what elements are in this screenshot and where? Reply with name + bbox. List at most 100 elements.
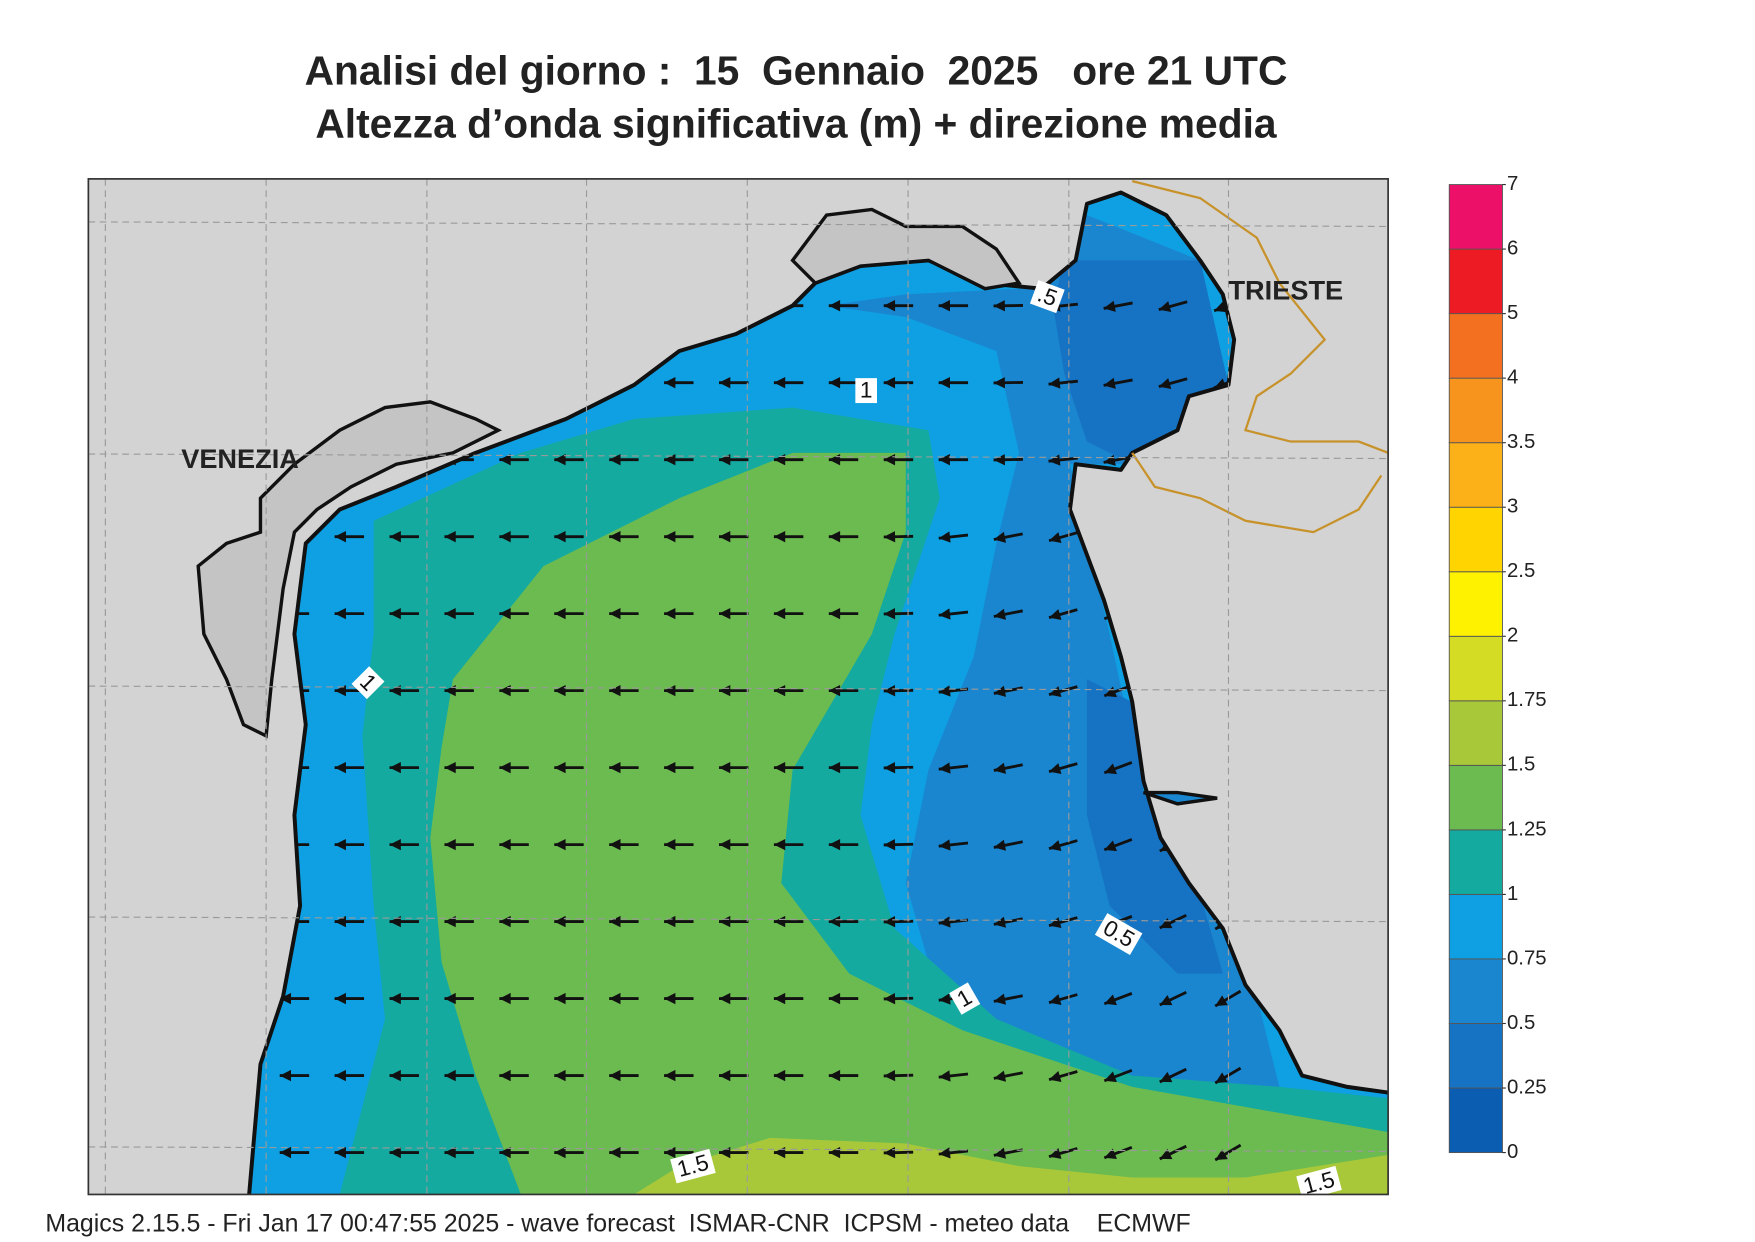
colorbar: 0 0.25 0.5 0.75 1 1.25 1.5 1.75 2 2.5 3 3.5 4 5 6 7 [1448,173,1547,1163]
arrow [828,607,859,620]
colorbar-label: 0.75 [1507,947,1547,969]
arrow-head [828,377,841,389]
arrow [609,530,639,543]
arrow-head [773,838,786,851]
colorbar-label: 1.5 [1507,754,1535,776]
arrow-head [773,915,786,928]
arrow [664,992,694,1005]
arrow-head [499,530,511,543]
arrow [554,1069,584,1082]
arrow-head [554,838,566,851]
contour-label-box [351,666,385,700]
arrow-head [664,530,676,543]
colorbar-band [1448,377,1503,444]
arrow-head [938,1070,951,1082]
arrow-head [938,762,951,774]
arrow-head [1215,995,1228,1007]
arrow [938,300,969,312]
arrow [828,300,859,312]
arrow-head [664,1069,676,1082]
arrow [993,454,1024,466]
arrow-head [334,838,346,851]
colorbar-label: 6 [1507,237,1518,259]
arrow-head [554,915,566,928]
arrow-head [1104,1071,1117,1083]
place-label: VENEZIA [181,443,299,474]
arrow [938,608,969,620]
colorbar-label: 0.5 [1507,1012,1535,1034]
arrow-head [389,530,401,543]
arrow-head [828,761,841,774]
arrow [828,530,859,543]
arrow [1103,300,1133,312]
arrow [609,761,639,774]
arrow-head [389,1069,401,1082]
arrow-head [1159,917,1173,929]
inlet [1143,790,1218,806]
arrow [993,762,1023,774]
arrow [389,1146,419,1159]
contour-labels: 1.510.511.51.5 [351,280,1342,1195]
arrow-head [334,1069,346,1082]
arrow-head [664,454,676,466]
arrow-head [1103,377,1116,389]
arrow-head [938,300,950,312]
arrow [938,839,969,851]
arrow [334,838,365,851]
arrow-head [718,1069,731,1082]
arrow-head [664,1146,676,1159]
arrow-head [993,762,1007,774]
arrow-head [1049,609,1062,621]
arrow-head [993,1147,1007,1159]
arrow [938,762,969,774]
arrow [389,838,419,851]
arrow-head [993,608,1007,620]
arrow [773,992,804,1005]
arrow [444,607,474,620]
arrow-head [1049,1148,1062,1159]
arrow [609,684,639,697]
arrow [993,608,1023,620]
border [1131,180,1389,534]
colorbar-label: 5 [1507,302,1518,324]
arrow-head [938,839,951,851]
arrow [773,607,804,620]
arrow-head [664,915,676,928]
arrow [444,838,474,851]
arrow [938,454,969,466]
arrow-head [554,530,566,543]
arrow-head [499,454,511,466]
place-label: TRIESTE [1228,274,1343,305]
arrow [554,838,584,851]
arrow [993,685,1023,697]
arrow [773,761,804,774]
arrow-head [938,454,950,466]
grado-lagoon [790,207,1022,291]
arrow-head [334,607,346,620]
contour-label-box [670,1148,716,1184]
colorbar-label: 3.5 [1507,431,1535,453]
arrow-head [883,839,896,851]
arrow [718,377,749,389]
arrow [554,761,584,774]
arrow [554,992,584,1005]
arrow [499,992,529,1005]
colorbar-band [1448,571,1503,637]
colorbar-label: 0.25 [1507,1076,1547,1098]
colorbar-band [1448,313,1503,379]
arrow-head [828,992,841,1005]
arrow-head [938,608,951,620]
arrow [1103,377,1133,389]
band-15-175 [634,1137,1389,1195]
colorbar-label: 1 [1507,883,1518,905]
contour-label: 1.5 [1296,1165,1342,1195]
arrow-head [444,992,456,1005]
colorbar-band [1448,1023,1503,1089]
arrow-head [609,915,621,928]
colorbar-band [1448,506,1503,573]
arrow-head [828,607,841,620]
map-area: 1.510.511.51.5 VENEZIA TRIESTE [88,178,1389,1195]
arrow-head [828,684,841,697]
